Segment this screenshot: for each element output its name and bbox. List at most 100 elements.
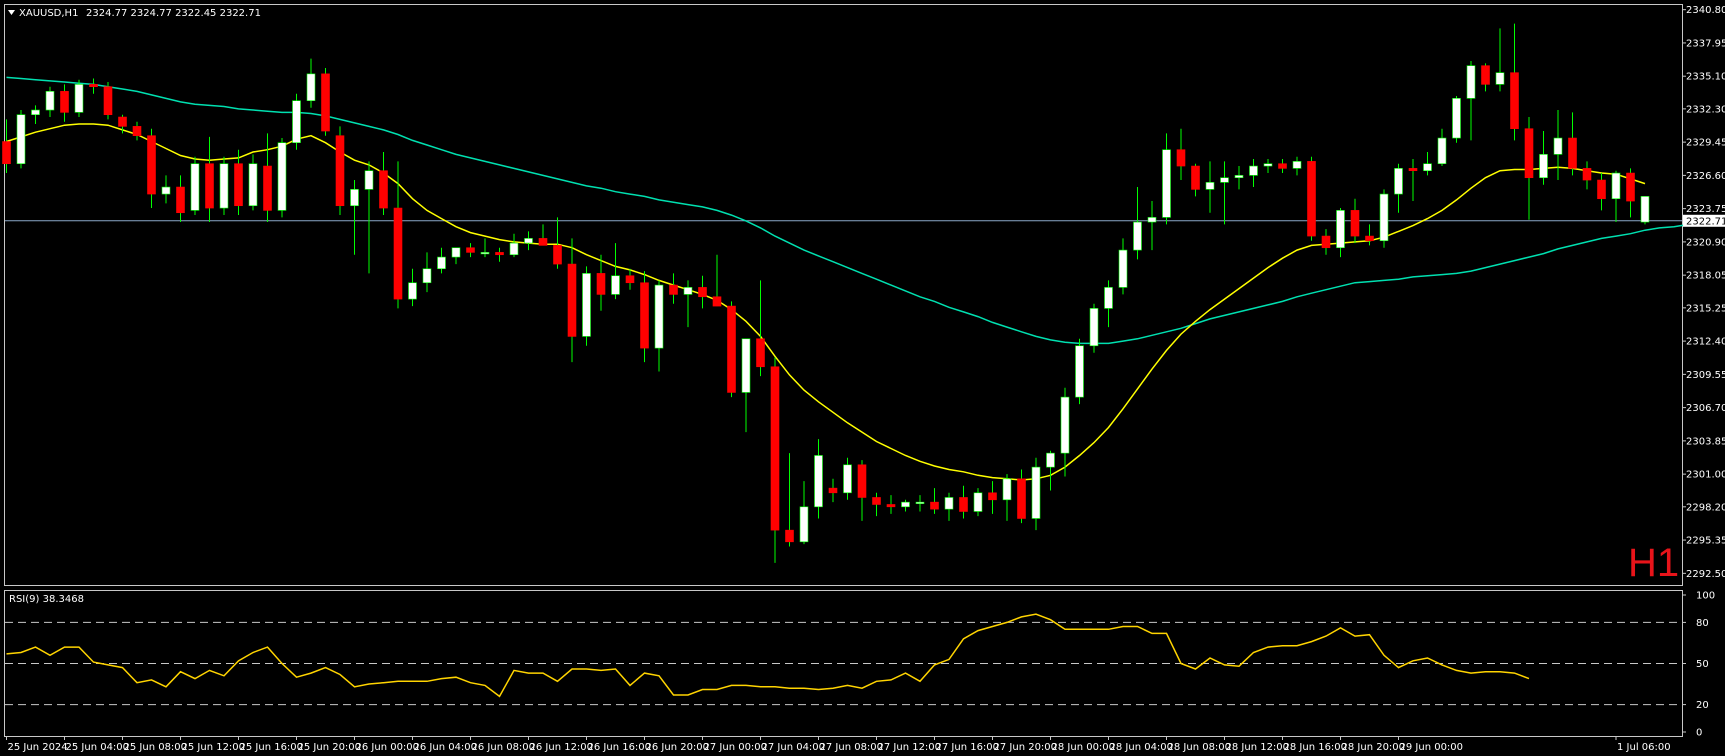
candle: [567, 238, 577, 363]
price-tick-label: 2320.90: [1686, 237, 1725, 248]
candle-body-bull: [1104, 287, 1113, 309]
candle-body-bear: [205, 163, 214, 209]
candle-body-bull: [350, 189, 359, 207]
candle-body-bear: [959, 497, 968, 512]
candle-body-bull: [1292, 161, 1302, 169]
candle: [350, 180, 359, 255]
candle: [1017, 469, 1026, 524]
time-tick-label: 25 Jun 04:00: [66, 742, 130, 753]
rsi-panel[interactable]: 100 80 50 20 0 RSI(9) 38.3468: [4, 590, 1716, 739]
candle: [1104, 280, 1113, 328]
candle: [596, 254, 606, 311]
candle-body-bull: [901, 501, 910, 508]
candle-body-bull: [1118, 249, 1128, 288]
time-tick-label: 27 Jun 16:00: [936, 742, 1000, 753]
candle: [1626, 168, 1635, 218]
candle-body-bear: [1191, 165, 1200, 190]
candle-body-bear: [625, 275, 635, 284]
time-tick-label: 25 Jun 16:00: [240, 742, 304, 753]
price-tick-label: 2340.80: [1686, 5, 1725, 16]
price-tick-label: 2337.95: [1686, 38, 1725, 49]
last-price-tag-bg: [1683, 214, 1725, 227]
candle-body-bull: [1423, 163, 1432, 172]
candle: [1321, 229, 1331, 255]
candle-body-bull: [190, 163, 200, 211]
candle-body-bull: [799, 506, 809, 543]
candle: [988, 481, 997, 514]
candle: [176, 175, 185, 223]
candle: [118, 114, 127, 134]
candle: [1495, 28, 1505, 92]
candle: [2, 119, 11, 174]
candle: [234, 149, 243, 216]
candle: [31, 105, 40, 125]
price-tick-label: 2309.55: [1686, 370, 1725, 381]
candle-body-bear: [596, 273, 606, 295]
candle-body-bull: [1205, 182, 1215, 190]
candle-body-bear: [1524, 128, 1534, 179]
candle: [611, 243, 620, 300]
candle-body-bull: [509, 242, 519, 256]
candle: [1205, 161, 1215, 213]
candle: [1060, 387, 1070, 477]
candle: [364, 161, 374, 274]
candle: [190, 156, 200, 216]
price-tick-label: 2306.70: [1686, 403, 1725, 414]
time-tick-label: 28 Jun 04:00: [1110, 742, 1174, 753]
rsi-series: [6, 613, 1530, 698]
candle: [292, 93, 301, 150]
candle: [422, 252, 432, 293]
candle-body-bull: [654, 284, 664, 349]
candle: [1292, 156, 1302, 176]
candle-body-bull: [408, 282, 417, 300]
dropdown-triangle-icon[interactable]: [8, 10, 15, 15]
candle: [959, 485, 968, 519]
price-tick-label: 2298.20: [1686, 502, 1725, 513]
rsi-tick-label: 0: [1696, 728, 1702, 739]
last-price-label: 2322.71: [1686, 216, 1725, 227]
candle-body-bear: [1017, 478, 1026, 519]
candle: [248, 154, 258, 211]
candle: [74, 79, 84, 118]
candle: [60, 84, 69, 122]
candle-body-bear: [466, 247, 475, 253]
candle-body-bear: [379, 170, 388, 209]
price-tick-label: 2292.50: [1686, 569, 1725, 580]
candle-body-bull: [292, 100, 301, 144]
rsi-line: [6, 613, 1530, 698]
last-price-tag: 2322.71: [1683, 214, 1725, 227]
candle: [1118, 238, 1128, 295]
candle-body-bull: [843, 464, 852, 494]
candle: [1597, 173, 1606, 211]
rsi-tick-label: 50: [1696, 659, 1709, 670]
time-tick-label: 26 Jun 12:00: [530, 742, 594, 753]
time-tick-label: 25 Jun 2024: [8, 742, 68, 753]
candle-body-bear: [132, 126, 142, 137]
candle: [306, 58, 316, 108]
candle: [437, 247, 446, 274]
candle: [1408, 159, 1418, 202]
candle: [1278, 159, 1287, 174]
candle-body-bull: [1133, 221, 1142, 251]
symbol-label: XAUUSD,H1: [19, 8, 78, 19]
candle-body-bear: [988, 492, 997, 501]
time-tick-label: 28 Jun 08:00: [1168, 742, 1232, 753]
candle-body-bull: [1336, 210, 1345, 249]
candle: [770, 357, 780, 563]
price-panel[interactable]: 2340.80 2337.95 2335.10 2332.30 2329.45 2326.…: [2, 4, 1725, 586]
candle: [1176, 128, 1186, 181]
candle-body-bull: [422, 268, 432, 284]
candle: [1452, 96, 1461, 143]
candle: [321, 68, 330, 136]
candle: [132, 121, 142, 141]
candle: [814, 439, 823, 519]
candle: [1568, 112, 1577, 176]
candle: [1640, 196, 1650, 225]
price-tick-label: 2301.00: [1686, 470, 1725, 481]
candle-body-bull: [1379, 193, 1389, 242]
ohlc-values: 2324.77 2324.77 2322.45 2322.71: [86, 8, 261, 19]
candle: [205, 136, 214, 223]
candle-body-bull: [161, 186, 171, 195]
candle-body-bull: [451, 247, 461, 258]
